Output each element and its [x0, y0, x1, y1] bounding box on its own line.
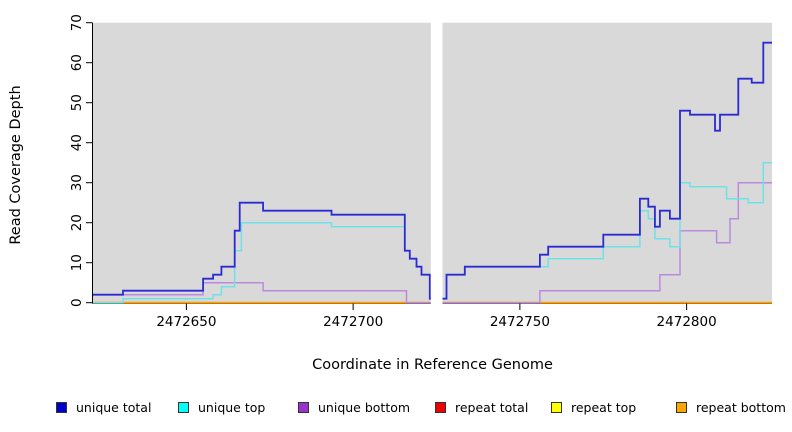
x-tick-label: 2472750	[490, 314, 550, 330]
y-tick-label: 20	[69, 214, 85, 231]
legend-item-repeat-top: repeat top	[551, 398, 636, 416]
legend-label: repeat top	[571, 399, 637, 415]
x-tick-label: 2472650	[156, 314, 216, 330]
legend-item-unique-total: unique total	[56, 398, 151, 416]
y-axis-title: Read Coverage Depth	[8, 85, 24, 245]
series-line-unique-total	[93, 41, 772, 300]
y-tick-label: 40	[69, 134, 85, 151]
y-tick-label: 0	[69, 298, 85, 307]
y-tick-label: 60	[69, 54, 85, 71]
legend-item-repeat-bottom: repeat bottom	[676, 398, 786, 416]
y-tick-label: 10	[69, 254, 85, 271]
series-line-unique-bottom	[93, 181, 772, 304]
no-data-gap	[430, 20, 443, 310]
y-tick-label: 30	[69, 174, 85, 191]
legend-swatch-unique-total	[56, 401, 67, 413]
legend-label: repeat total	[455, 399, 529, 415]
legend-label: repeat bottom	[696, 399, 786, 415]
legend-label: unique total	[76, 399, 152, 415]
x-tick-label: 2472800	[657, 314, 717, 330]
legend-item-repeat-total: repeat total	[435, 398, 528, 416]
legend-label: unique bottom	[318, 399, 411, 415]
x-axis-title: Coordinate in Reference Genome	[312, 357, 553, 373]
legend-item-unique-top: unique top	[178, 398, 265, 416]
legend-swatch-repeat-bottom	[676, 401, 687, 413]
y-tick-label: 70	[69, 14, 85, 31]
legend-swatch-unique-bottom	[298, 401, 309, 413]
legend-swatch-repeat-top	[551, 401, 562, 413]
legend: unique total unique top unique bottom repea…	[0, 398, 792, 420]
legend-swatch-unique-top	[178, 401, 189, 413]
coverage-plot-svg: 2472650 2472700 2472750 2472800 0 10 20 30 40 50 6…	[69, 14, 772, 330]
legend-label: unique top	[198, 399, 266, 415]
y-tick-label: 50	[69, 94, 85, 111]
x-tick-label: 2472700	[323, 314, 383, 330]
legend-item-unique-bottom: unique bottom	[298, 398, 410, 416]
legend-swatch-repeat-total	[435, 401, 446, 413]
